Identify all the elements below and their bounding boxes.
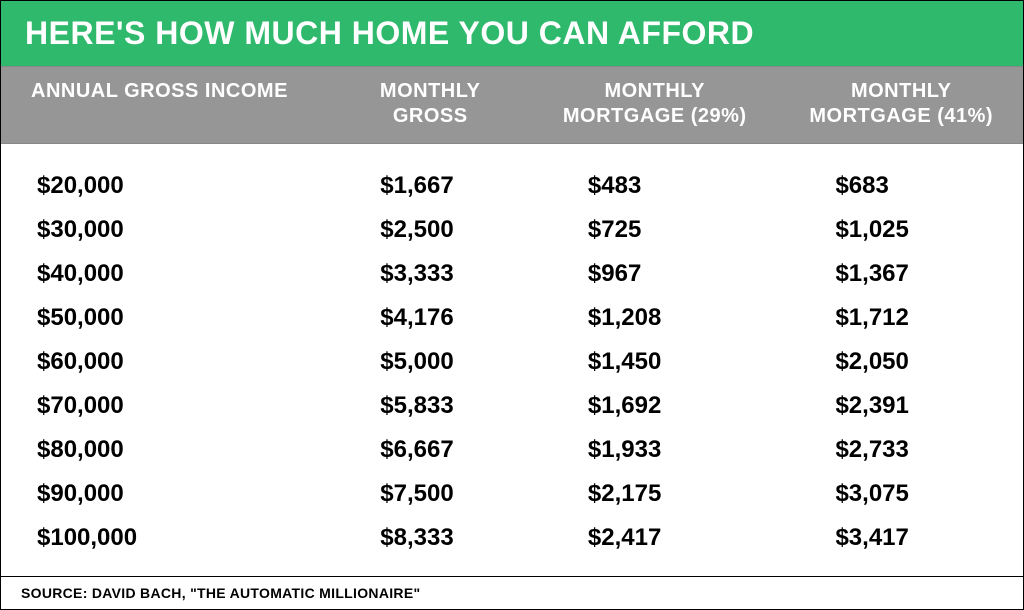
cell-mortgage-41: $683 [779, 172, 1023, 200]
table-row: $90,000 $7,500 $2,175 $3,075 [1, 480, 1023, 508]
page-title: HERE'S HOW MUCH HOME YOU CAN AFFORD [25, 15, 999, 52]
table-row: $60,000 $5,000 $1,450 $2,050 [1, 348, 1023, 376]
source-text: SOURCE: DAVID BACH, "THE AUTOMATIC MILLI… [21, 585, 1003, 601]
cell-mortgage-29: $1,692 [530, 392, 780, 420]
cell-income: $70,000 [1, 392, 330, 420]
affordability-table-container: HERE'S HOW MUCH HOME YOU CAN AFFORD ANNU… [0, 0, 1024, 610]
title-bar: HERE'S HOW MUCH HOME YOU CAN AFFORD [1, 1, 1023, 67]
table-row: $50,000 $4,176 $1,208 $1,712 [1, 304, 1023, 332]
cell-income: $20,000 [1, 172, 330, 200]
cell-mortgage-29: $2,417 [530, 524, 780, 552]
cell-income: $90,000 [1, 480, 330, 508]
cell-monthly-gross: $6,667 [330, 436, 530, 464]
cell-mortgage-29: $1,933 [530, 436, 780, 464]
cell-mortgage-29: $967 [530, 260, 780, 288]
cell-income: $50,000 [1, 304, 330, 332]
cell-mortgage-29: $483 [530, 172, 780, 200]
cell-mortgage-41: $2,050 [779, 348, 1023, 376]
cell-income: $100,000 [1, 524, 330, 552]
cell-mortgage-41: $3,417 [779, 524, 1023, 552]
cell-monthly-gross: $7,500 [330, 480, 530, 508]
source-footer: SOURCE: DAVID BACH, "THE AUTOMATIC MILLI… [1, 576, 1023, 609]
cell-monthly-gross: $4,176 [330, 304, 530, 332]
cell-mortgage-41: $1,367 [779, 260, 1023, 288]
table-row: $70,000 $5,833 $1,692 $2,391 [1, 392, 1023, 420]
cell-income: $30,000 [1, 216, 330, 244]
cell-monthly-gross: $8,333 [330, 524, 530, 552]
cell-mortgage-29: $2,175 [530, 480, 780, 508]
cell-income: $40,000 [1, 260, 330, 288]
cell-income: $60,000 [1, 348, 330, 376]
cell-monthly-gross: $3,333 [330, 260, 530, 288]
cell-income: $80,000 [1, 436, 330, 464]
table-row: $40,000 $3,333 $967 $1,367 [1, 260, 1023, 288]
table-header-row: ANNUAL GROSS INCOME MONTHLYGROSS MONTHLY… [1, 67, 1023, 144]
cell-mortgage-29: $1,450 [530, 348, 780, 376]
table-row: $30,000 $2,500 $725 $1,025 [1, 216, 1023, 244]
cell-mortgage-41: $3,075 [779, 480, 1023, 508]
table-row: $20,000 $1,667 $483 $683 [1, 172, 1023, 200]
cell-monthly-gross: $1,667 [330, 172, 530, 200]
column-header-mortgage-41: MONTHLYMORTGAGE (41%) [779, 79, 1023, 129]
table-row: $100,000 $8,333 $2,417 $3,417 [1, 524, 1023, 552]
table-body: $20,000 $1,667 $483 $683 $30,000 $2,500 … [1, 144, 1023, 576]
cell-mortgage-41: $1,712 [779, 304, 1023, 332]
column-header-income: ANNUAL GROSS INCOME [1, 79, 330, 129]
cell-monthly-gross: $2,500 [330, 216, 530, 244]
column-header-mortgage-29: MONTHLYMORTGAGE (29%) [530, 79, 780, 129]
cell-monthly-gross: $5,833 [330, 392, 530, 420]
cell-mortgage-29: $1,208 [530, 304, 780, 332]
cell-mortgage-41: $2,391 [779, 392, 1023, 420]
table-row: $80,000 $6,667 $1,933 $2,733 [1, 436, 1023, 464]
cell-mortgage-29: $725 [530, 216, 780, 244]
cell-mortgage-41: $1,025 [779, 216, 1023, 244]
cell-mortgage-41: $2,733 [779, 436, 1023, 464]
cell-monthly-gross: $5,000 [330, 348, 530, 376]
column-header-monthly-gross: MONTHLYGROSS [330, 79, 530, 129]
